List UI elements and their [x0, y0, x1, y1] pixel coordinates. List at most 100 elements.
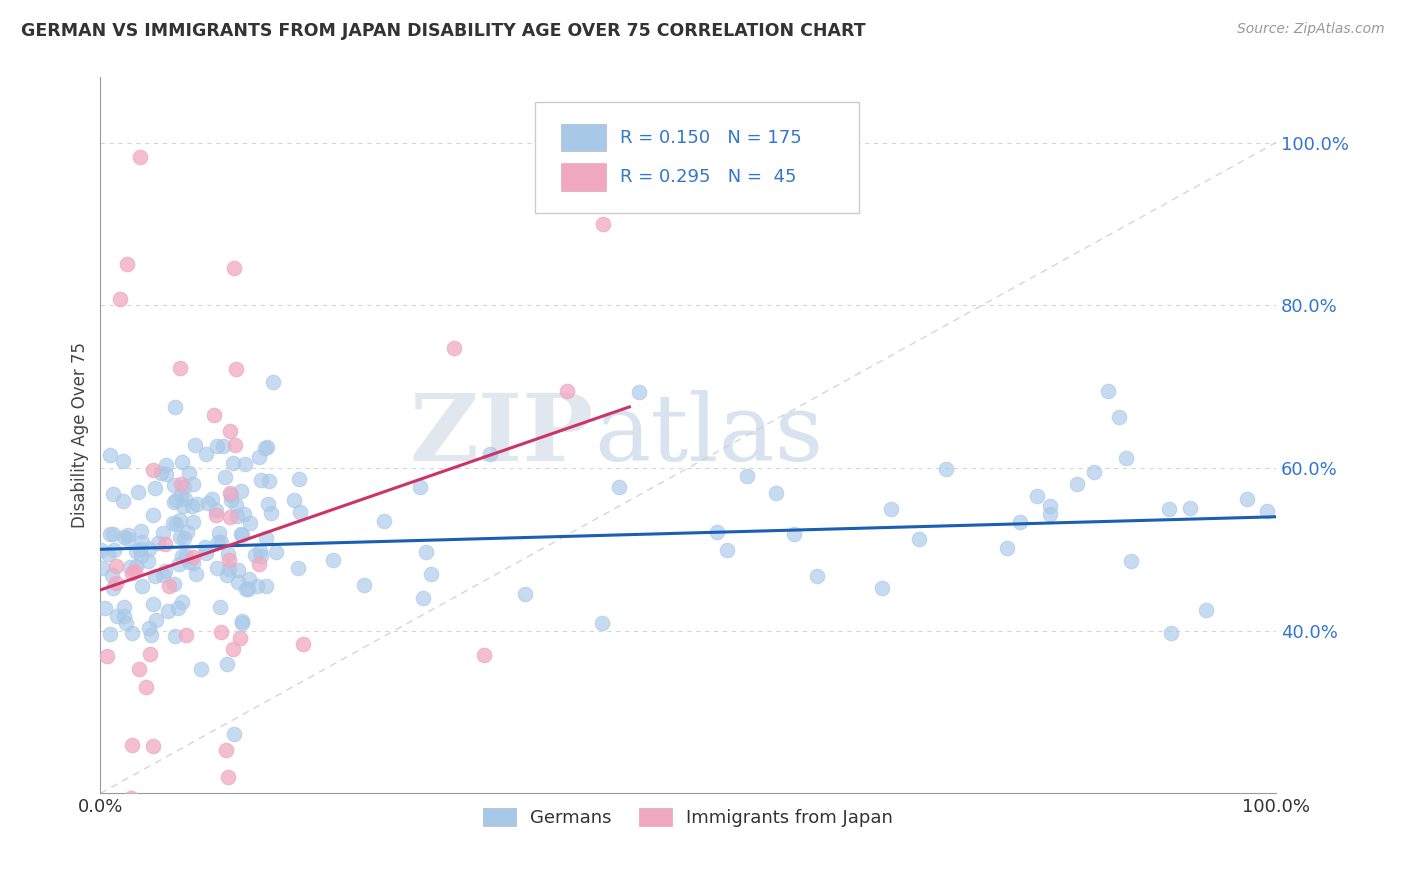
- Point: [131, 579, 153, 593]
- Point: [143, 482, 166, 496]
- Point: [145, 614, 167, 628]
- Point: [515, 587, 537, 601]
- Point: [138, 542, 160, 557]
- Point: [152, 568, 174, 582]
- Point: [249, 549, 271, 564]
- Point: [201, 491, 224, 506]
- Point: [218, 552, 240, 566]
- Point: [246, 579, 269, 593]
- Point: [1108, 410, 1130, 425]
- Point: [101, 487, 124, 501]
- Point: [478, 447, 501, 461]
- Point: [169, 530, 191, 544]
- Point: [177, 467, 200, 481]
- Point: [181, 476, 204, 491]
- Text: atlas: atlas: [595, 391, 824, 481]
- Point: [1256, 503, 1278, 517]
- Point: [1066, 477, 1088, 491]
- Point: [217, 567, 239, 582]
- Point: [170, 455, 193, 469]
- Point: [162, 577, 184, 591]
- Point: [131, 535, 153, 549]
- Point: [1008, 515, 1031, 529]
- Point: [231, 527, 253, 541]
- Point: [165, 493, 187, 508]
- Point: [165, 628, 187, 642]
- Point: [141, 628, 163, 642]
- Point: [101, 527, 124, 541]
- Point: [101, 582, 124, 596]
- Point: [138, 648, 160, 662]
- Point: [121, 625, 143, 640]
- Point: [806, 569, 828, 583]
- Point: [254, 578, 277, 592]
- Point: [173, 480, 195, 494]
- Point: [257, 496, 280, 510]
- Point: [765, 486, 787, 500]
- Point: [706, 524, 728, 539]
- Point: [166, 601, 188, 615]
- Point: [163, 401, 186, 415]
- Point: [142, 597, 165, 611]
- Point: [205, 561, 228, 575]
- Point: [226, 508, 249, 523]
- Point: [143, 568, 166, 582]
- Point: [181, 550, 204, 565]
- Point: [170, 477, 193, 491]
- Point: [195, 546, 218, 560]
- Point: [202, 409, 225, 423]
- Point: [129, 549, 152, 564]
- Point: [194, 540, 217, 554]
- Point: [209, 600, 232, 615]
- Point: [165, 517, 187, 532]
- Point: [112, 530, 135, 544]
- Text: R = 0.295   N =  45: R = 0.295 N = 45: [620, 168, 796, 186]
- Point: [129, 541, 152, 556]
- Point: [184, 567, 207, 582]
- Point: [125, 559, 148, 574]
- Point: [353, 578, 375, 592]
- Point: [205, 508, 228, 523]
- Point: [125, 544, 148, 558]
- Point: [231, 615, 253, 630]
- Point: [1159, 502, 1181, 516]
- Point: [222, 642, 245, 657]
- Point: [226, 563, 249, 577]
- Point: [129, 150, 152, 164]
- Point: [225, 498, 247, 512]
- Point: [236, 582, 259, 596]
- Point: [112, 599, 135, 614]
- Point: [219, 509, 242, 524]
- Point: [205, 438, 228, 452]
- Point: [155, 467, 177, 481]
- Point: [218, 485, 240, 500]
- Point: [420, 567, 443, 582]
- Point: [247, 450, 270, 464]
- Point: [609, 480, 631, 494]
- Point: [153, 537, 176, 551]
- Point: [239, 516, 262, 530]
- Point: [218, 562, 240, 576]
- FancyBboxPatch shape: [561, 124, 606, 151]
- Point: [233, 458, 256, 472]
- Point: [129, 524, 152, 538]
- Point: [156, 604, 179, 618]
- Point: [249, 473, 271, 487]
- Point: [170, 549, 193, 563]
- Point: [1178, 501, 1201, 516]
- Point: [177, 555, 200, 569]
- Point: [181, 515, 204, 529]
- Point: [103, 543, 125, 558]
- Text: GERMAN VS IMMIGRANTS FROM JAPAN DISABILITY AGE OVER 75 CORRELATION CHART: GERMAN VS IMMIGRANTS FROM JAPAN DISABILI…: [21, 22, 866, 40]
- Point: [1195, 603, 1218, 617]
- Point: [1039, 499, 1062, 513]
- Point: [225, 362, 247, 376]
- Point: [243, 548, 266, 562]
- Point: [173, 492, 195, 507]
- Point: [114, 609, 136, 624]
- Point: [117, 533, 139, 547]
- Point: [215, 657, 238, 671]
- FancyBboxPatch shape: [536, 103, 859, 213]
- Point: [104, 559, 127, 574]
- Point: [215, 743, 238, 757]
